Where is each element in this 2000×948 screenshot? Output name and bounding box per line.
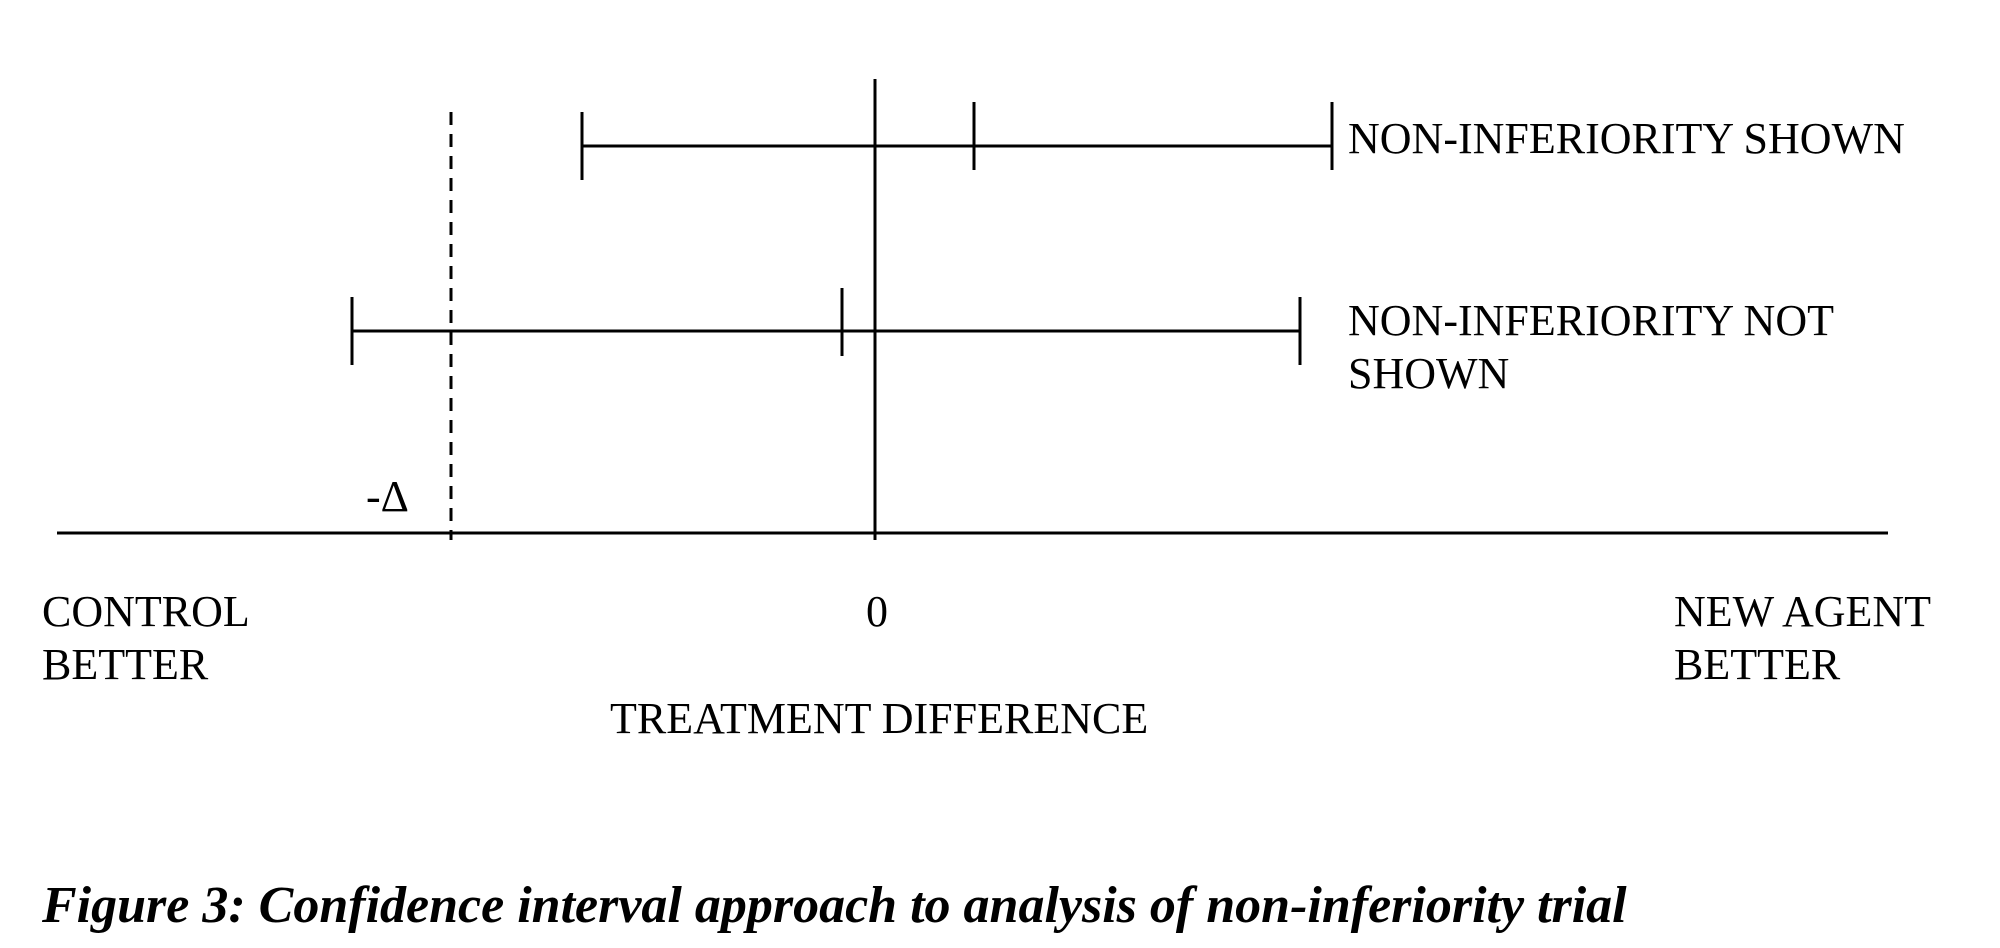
interval-non-inferiority-not-shown bbox=[350, 288, 1302, 365]
interval-non-inferiority-shown bbox=[580, 102, 1334, 180]
axis-label: TREATMENT DIFFERENCE bbox=[610, 694, 1149, 743]
control-better-label: CONTROL BETTER bbox=[42, 587, 250, 689]
margin-label: -Δ bbox=[366, 472, 409, 521]
zero-label: 0 bbox=[866, 587, 888, 636]
interval-1-label: NON-INFERIORITY SHOWN bbox=[1348, 114, 1905, 163]
interval-2-label: NON-INFERIORITY NOT SHOWN bbox=[1348, 296, 1834, 398]
new-agent-better-label: NEW AGENT BETTER bbox=[1674, 587, 1932, 689]
figure-caption: Figure 3: Confidence interval approach t… bbox=[42, 877, 1627, 934]
